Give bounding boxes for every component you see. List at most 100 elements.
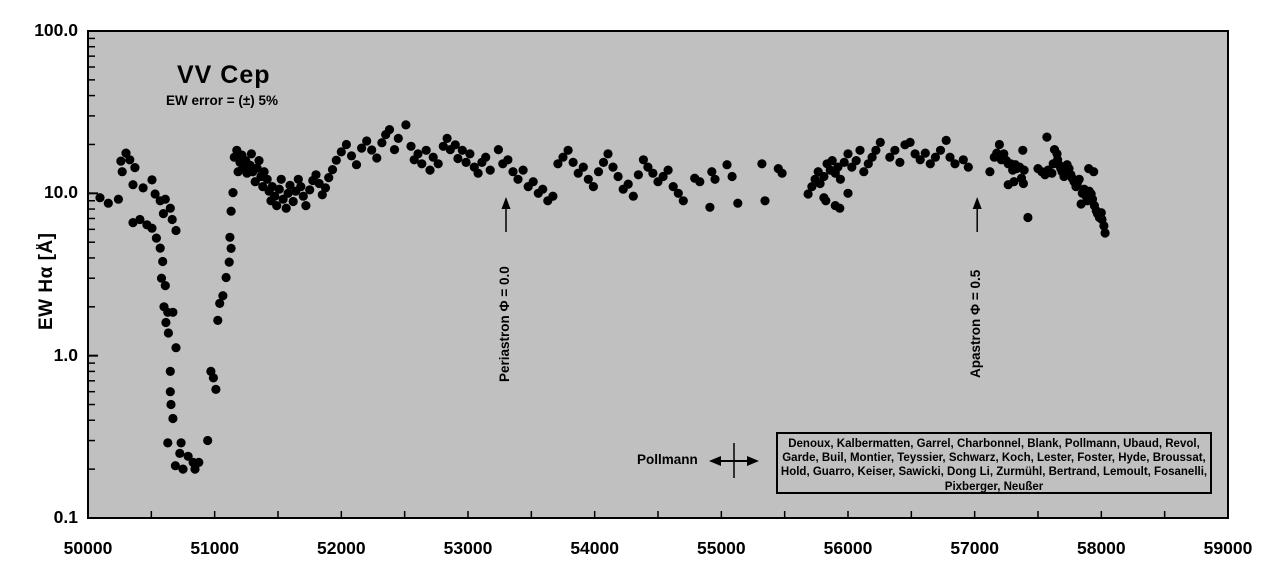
x-tick-label: 51000	[190, 538, 239, 558]
data-point	[895, 157, 905, 167]
data-point	[807, 182, 817, 192]
data-point	[267, 182, 277, 192]
data-point	[633, 170, 644, 180]
data-point	[283, 188, 293, 198]
data-point	[190, 464, 200, 474]
x-tick-label: 57000	[950, 538, 999, 558]
x-tick-label: 52000	[316, 538, 366, 558]
data-point	[406, 141, 416, 151]
data-point	[166, 399, 176, 410]
data-point	[272, 201, 282, 211]
data-point	[95, 193, 105, 203]
y-tick-label: 0.1	[53, 507, 78, 527]
data-point	[165, 387, 175, 397]
data-point	[568, 157, 578, 167]
data-point	[163, 328, 173, 338]
data-point	[1096, 208, 1106, 218]
data-point	[1100, 228, 1110, 238]
data-point	[803, 189, 813, 199]
data-point	[1089, 167, 1099, 177]
data-point	[336, 147, 346, 157]
data-point	[710, 174, 720, 184]
data-point	[254, 156, 264, 166]
data-point	[116, 156, 126, 166]
data-point	[528, 177, 538, 187]
data-point	[583, 174, 593, 184]
data-point	[493, 145, 503, 155]
data-point	[147, 175, 157, 185]
periastron-annotation: Periastron Φ = 0.0	[497, 266, 512, 382]
data-point	[1018, 178, 1028, 189]
data-point	[593, 167, 604, 177]
data-point	[362, 136, 372, 146]
data-point	[859, 167, 869, 177]
data-point	[178, 464, 188, 474]
data-point	[384, 125, 395, 135]
data-point	[183, 451, 193, 461]
data-point	[117, 167, 127, 177]
data-point	[442, 133, 452, 143]
data-point	[733, 198, 743, 208]
data-point	[513, 174, 523, 184]
x-tick-label: 54000	[570, 538, 619, 558]
data-point	[194, 457, 204, 467]
data-point	[150, 189, 160, 199]
data-point	[393, 133, 403, 143]
chart-subtitle: EW error = (±) 5%	[166, 93, 279, 108]
data-point	[638, 155, 649, 165]
data-point	[673, 188, 683, 198]
data-point	[678, 196, 688, 206]
pollmann-arrow-head-left	[709, 456, 721, 466]
data-point	[950, 159, 960, 169]
data-point	[288, 196, 298, 207]
data-point	[558, 152, 568, 162]
data-point	[871, 145, 881, 155]
data-point	[215, 298, 225, 308]
data-point	[156, 273, 167, 283]
data-point	[663, 165, 673, 175]
data-point	[578, 162, 588, 172]
data-point	[608, 162, 618, 172]
data-point	[171, 225, 181, 236]
data-point	[603, 149, 613, 159]
data-point	[843, 149, 853, 159]
data-point	[138, 183, 148, 193]
data-point	[613, 171, 623, 182]
data-point	[1009, 177, 1019, 187]
data-point	[147, 223, 157, 233]
data-point	[425, 165, 435, 175]
data-point	[421, 145, 431, 155]
data-point	[935, 145, 946, 155]
data-point	[121, 148, 131, 158]
data-point	[389, 145, 400, 155]
data-point	[553, 159, 563, 169]
data-point	[851, 156, 861, 166]
data-point	[1018, 145, 1028, 155]
data-point	[246, 149, 256, 159]
data-point	[225, 232, 235, 242]
data-point	[1047, 168, 1057, 178]
data-point	[221, 272, 231, 283]
data-point	[821, 196, 831, 206]
observers-line: Garde, Buil, Montier, Teyssier, Schwarz,…	[782, 452, 1206, 465]
data-point	[175, 448, 185, 458]
data-point	[668, 182, 678, 192]
data-point	[1099, 221, 1109, 231]
data-point	[705, 202, 715, 212]
data-point	[224, 257, 234, 267]
data-point	[945, 152, 955, 162]
data-point	[628, 191, 638, 201]
data-point	[281, 203, 291, 213]
data-point	[481, 152, 491, 162]
data-point	[167, 214, 177, 225]
data-point	[417, 159, 427, 169]
data-point	[226, 243, 236, 253]
data-point	[994, 139, 1005, 150]
x-tick-label: 58000	[1076, 538, 1126, 558]
pollmann-label: Pollmann	[637, 452, 698, 467]
data-point	[165, 203, 175, 213]
data-point	[992, 148, 1002, 158]
data-point	[843, 188, 853, 198]
data-point	[168, 307, 178, 317]
data-point	[930, 152, 941, 162]
